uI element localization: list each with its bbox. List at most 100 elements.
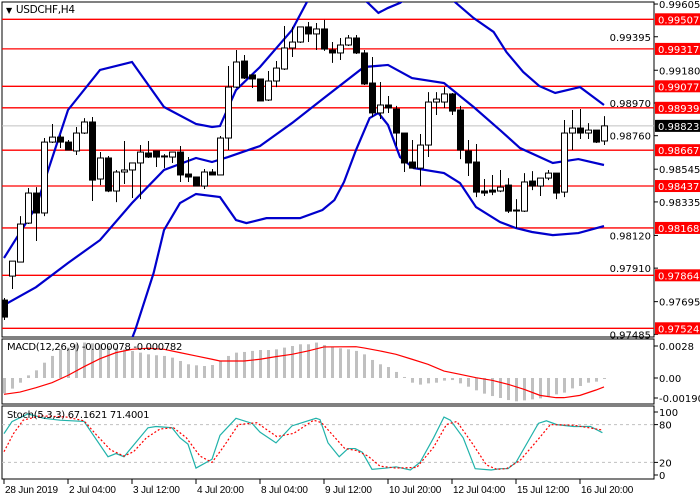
candle-body: [297, 26, 304, 43]
candle-body: [337, 44, 344, 54]
candle-body: [385, 104, 392, 109]
candle-body: [449, 93, 456, 112]
candle-body: [441, 93, 448, 103]
candle: [145, 140, 152, 158]
macd-histogram-bar: [451, 378, 454, 381]
level-price-label: 0.99077: [658, 82, 699, 93]
price-tick-label: 0.98760: [610, 132, 651, 143]
macd-tick-label: 0.00: [659, 374, 681, 385]
candle: [569, 109, 576, 151]
price-tick-label: 0.98335: [659, 198, 700, 209]
candle: [193, 176, 200, 187]
macd-histogram-bar: [595, 378, 598, 382]
candle-body: [377, 104, 384, 114]
candle-body: [17, 223, 24, 263]
level-price-badge: [655, 221, 700, 234]
candle: [169, 151, 176, 163]
triangle-down-icon[interactable]: ▼: [6, 6, 12, 15]
macd-histogram-bar: [35, 370, 38, 378]
candle: [561, 119, 568, 198]
candle: [337, 37, 344, 60]
macd-histogram-bar: [11, 378, 14, 389]
candle-body: [2, 299, 8, 318]
candle: [361, 49, 368, 86]
candle: [25, 188, 32, 225]
candle: [529, 171, 536, 191]
candle-body: [425, 101, 432, 146]
macd-histogram-bar: [355, 350, 358, 378]
symbol-label[interactable]: ▼ USDCHF,H4: [6, 4, 75, 16]
candle: [505, 178, 512, 213]
macd-histogram-bar: [227, 355, 230, 378]
candle-body: [417, 144, 424, 169]
macd-histogram-bar: [499, 378, 502, 399]
candle: [81, 118, 88, 134]
candle-body: [161, 155, 168, 158]
bollinger-upper-band: [3, 2, 605, 259]
macd-histogram-bar: [555, 378, 558, 395]
candle-body: [353, 37, 360, 54]
level-price-badge: [655, 269, 700, 282]
macd-histogram-bar: [587, 378, 590, 383]
bollinger-middle-band: [3, 63, 605, 307]
candle-body: [89, 121, 96, 181]
candle: [401, 132, 408, 173]
macd-histogram-bar: [27, 375, 30, 378]
macd-histogram-bar: [411, 378, 414, 383]
candle-body: [521, 181, 528, 212]
macd-histogram-bar: [363, 354, 366, 378]
price-tick-label: 0.98545: [659, 165, 700, 176]
macd-histogram-bar: [187, 364, 190, 378]
time-tick-label: 2 Jul 04:00: [69, 485, 116, 496]
level-price-label: 0.98667: [658, 146, 699, 157]
candle: [161, 154, 168, 169]
candle: [553, 172, 560, 200]
candle-body: [145, 152, 152, 158]
candle-body: [137, 151, 144, 164]
candle: [345, 35, 352, 46]
candle: [113, 169, 120, 203]
candle-body: [345, 37, 352, 46]
candle: [33, 187, 40, 242]
candle: [217, 136, 224, 176]
candle: [329, 42, 336, 63]
symbol-text: USDCHF,H4: [15, 4, 75, 16]
candle-body: [225, 86, 232, 139]
candle: [57, 135, 64, 149]
level-price-badge: [655, 144, 700, 157]
candle-body: [457, 109, 464, 151]
macd-histogram-bar: [195, 365, 198, 378]
candle: [265, 71, 272, 101]
candle: [289, 26, 296, 58]
candle-body: [585, 129, 592, 134]
macd-histogram-bar: [243, 351, 246, 378]
candle-body: [121, 169, 128, 173]
candle-body: [185, 173, 192, 178]
price-tick-label: 0.98120: [610, 231, 651, 242]
candle-body: [209, 171, 216, 176]
stoch-tick-label: 0: [659, 471, 665, 482]
candle: [97, 152, 104, 186]
level-price-label: 0.99317: [658, 45, 699, 56]
macd-histogram-bar: [43, 362, 46, 378]
candle-body: [369, 82, 376, 114]
macd-histogram-bar: [403, 376, 406, 378]
macd-histogram-bar: [539, 378, 542, 399]
candle: [2, 298, 8, 321]
candle: [449, 93, 456, 115]
macd-histogram-bar: [323, 344, 326, 378]
candle-body: [281, 47, 288, 70]
macd-histogram-bar: [467, 378, 470, 387]
macd-histogram-bar: [299, 344, 302, 378]
candle-body: [505, 184, 512, 212]
candle: [241, 54, 248, 79]
candle-body: [73, 132, 80, 152]
candle-body: [41, 141, 48, 214]
candle-body: [545, 172, 552, 179]
candle-body: [537, 177, 544, 187]
candle-body: [473, 161, 480, 193]
candle-body: [401, 132, 408, 164]
candle-body: [33, 192, 40, 214]
